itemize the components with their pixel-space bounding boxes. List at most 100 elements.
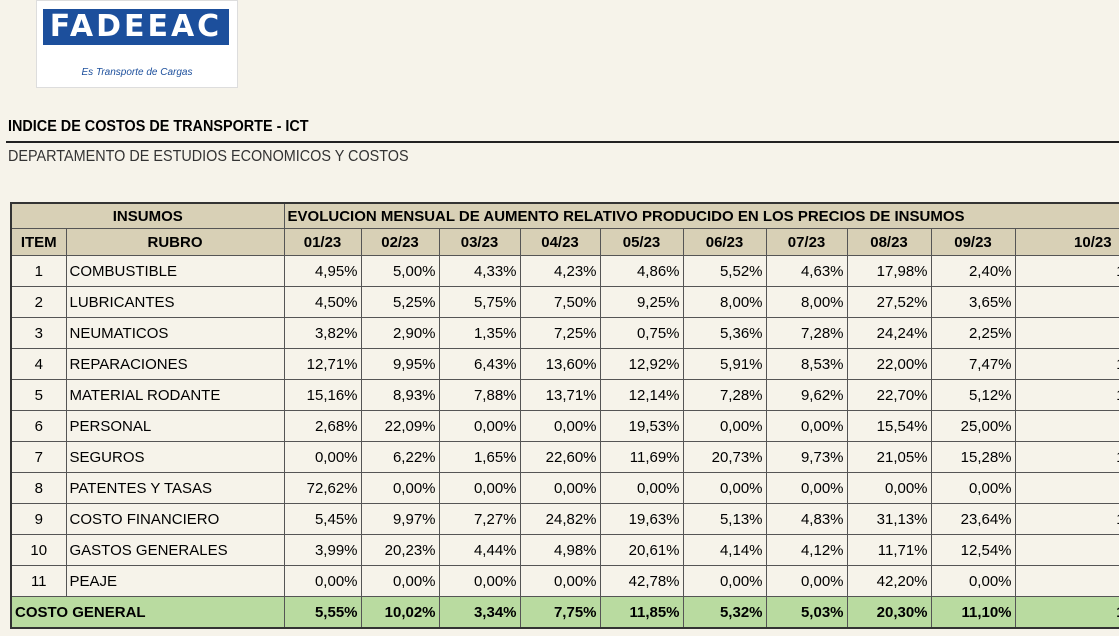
table-cell: ITEM: [10, 228, 67, 256]
table-cell: 9,25%: [599, 286, 684, 318]
table-cell: 6,22%: [360, 441, 440, 473]
table-cell: 0,00%: [360, 472, 440, 504]
table-cell: 3,99%: [283, 534, 362, 566]
table-cell: 0,00%: [930, 472, 1016, 504]
table-cell: 10,30%: [1014, 441, 1119, 473]
table-cell: 22,70%: [846, 379, 932, 411]
table-cell: 6,43%: [438, 348, 521, 380]
table-cell: REPARACIONES: [65, 348, 285, 380]
table-cell: 01/23: [283, 228, 362, 256]
table-cell: 15,28%: [930, 441, 1016, 473]
table-cell: PEAJE: [65, 565, 285, 597]
table-cell: 15,16%: [283, 379, 362, 411]
table-cell: 10/23: [1014, 228, 1119, 256]
table-cell: 19,63%: [599, 503, 684, 535]
table-cell: COMBUSTIBLE: [65, 255, 285, 287]
table-cell: 7,28%: [682, 379, 767, 411]
table-cell: 0,00%: [283, 565, 362, 597]
table-cell: 10: [10, 534, 67, 566]
table-cell: 12,92%: [599, 348, 684, 380]
table-cell: 24,82%: [519, 503, 601, 535]
table-cell: 1,35%: [438, 317, 521, 349]
table-cell: 27,52%: [846, 286, 932, 318]
table-cell: 5,03%: [765, 596, 848, 629]
table-cell: 5,55%: [283, 596, 362, 629]
table-cell: 0,00%: [1014, 472, 1119, 504]
table-cell: 7: [10, 441, 67, 473]
table-cell: 20,73%: [682, 441, 767, 473]
table-cell: 7,50%: [519, 286, 601, 318]
table-cell: 7,25%: [519, 317, 601, 349]
table-cell: 14,84%: [1014, 348, 1119, 380]
table-cell: 20,30%: [846, 596, 932, 629]
table-cell: 4,50%: [283, 286, 362, 318]
table-cell: 2,25%: [930, 317, 1016, 349]
table-cell: 08/23: [846, 228, 932, 256]
table-cell: 11,10%: [930, 596, 1016, 629]
table-cell: 0,00%: [682, 565, 767, 597]
table-cell: 03/23: [438, 228, 521, 256]
subtitle: DEPARTAMENTO DE ESTUDIOS ECONOMICOS Y CO…: [8, 148, 409, 165]
table-cell: 06/23: [682, 228, 767, 256]
table-cell: PATENTES Y TASAS: [65, 472, 285, 504]
table-cell: 05/23: [599, 228, 684, 256]
table-cell: 20,23%: [360, 534, 440, 566]
table-cell: 7,47%: [930, 348, 1016, 380]
table-cell: 22,60%: [519, 441, 601, 473]
table-cell: 8,00%: [682, 286, 767, 318]
table-cell: 12,14%: [599, 379, 684, 411]
table-cell: GASTOS GENERALES: [65, 534, 285, 566]
table-cell: 7,75%: [519, 596, 601, 629]
table-row: 5 MATERIAL RODANTE 15,16% 8,93% 7,88% 13,71% 1…: [10, 379, 1119, 411]
table-cell: 0,00%: [599, 472, 684, 504]
table-cell: 8,00%: [765, 286, 848, 318]
table-cell: 9: [10, 503, 67, 535]
table-cell: 5,12%: [930, 379, 1016, 411]
table-cell: 24,24%: [846, 317, 932, 349]
table-cell: 0,00%: [765, 472, 848, 504]
logo: FADEEAC Es Transporte de Cargas: [36, 0, 238, 88]
table-cell: 0,00%: [438, 410, 521, 442]
table-cell: INSUMOS: [10, 202, 285, 229]
table-cell: 4,98%: [519, 534, 601, 566]
table-cell: 0,00%: [519, 472, 601, 504]
table-cell: 31,13%: [846, 503, 932, 535]
table-cell: 4,14%: [682, 534, 767, 566]
table-row: 7 SEGUROS 0,00% 6,22% 1,65% 22,60% 11,69% 20,73…: [10, 441, 1119, 473]
table-cell: 3,65%: [930, 286, 1016, 318]
table-row: 9 COSTO FINANCIERO 5,45% 9,97% 7,27% 24,82% 19…: [10, 503, 1119, 535]
table-cell: 11: [10, 565, 67, 597]
table-cell: 8,53%: [765, 348, 848, 380]
table-cell: COSTO GENERAL: [10, 596, 285, 629]
table-row: 10 GASTOS GENERALES 3,99% 20,23% 4,44% 4,98% 2…: [10, 534, 1119, 566]
table-cell: 13,71%: [519, 379, 601, 411]
table-cell: 0,75%: [599, 317, 684, 349]
table-row: COSTO GENERAL 5,55% 10,02% 3,34% 7,75% 11,85%…: [10, 596, 1119, 629]
table-cell: 23,64%: [930, 503, 1016, 535]
table-cell: 1: [10, 255, 67, 287]
table-cell: 0,00%: [438, 472, 521, 504]
table-cell: PERSONAL: [65, 410, 285, 442]
table-cell: 0,00%: [682, 410, 767, 442]
table-cell: 5,00%: [360, 255, 440, 287]
table-cell: 11,71%: [846, 534, 932, 566]
table-cell: 10,02%: [360, 596, 440, 629]
rule: [6, 141, 1119, 143]
table-row: 6 PERSONAL 2,68% 22,09% 0,00% 0,00% 19,53% 0,00…: [10, 410, 1119, 442]
table-cell: 21,05%: [846, 441, 932, 473]
table-cell: 4,44%: [438, 534, 521, 566]
table-row: ITEM RUBRO 01/23 02/23 03/23 04/23 05/23 06/23 0…: [10, 228, 1119, 256]
table-cell: 0,00%: [682, 472, 767, 504]
logo-tagline: Es Transporte de Cargas: [81, 67, 193, 78]
table-cell: 0,00%: [360, 565, 440, 597]
table-cell: 8: [10, 472, 67, 504]
table-cell: 7,27%: [438, 503, 521, 535]
table-cell: 5,45%: [283, 503, 362, 535]
table-cell: 5,36%: [682, 317, 767, 349]
table-row: INSUMOS EVOLUCION MENSUAL DE AUMENTO RELA…: [10, 202, 1119, 229]
table-cell: 0,00%: [283, 441, 362, 473]
table-cell: 11,69%: [599, 441, 684, 473]
table-cell: MATERIAL RODANTE: [65, 379, 285, 411]
table-cell: 42,20%: [846, 565, 932, 597]
